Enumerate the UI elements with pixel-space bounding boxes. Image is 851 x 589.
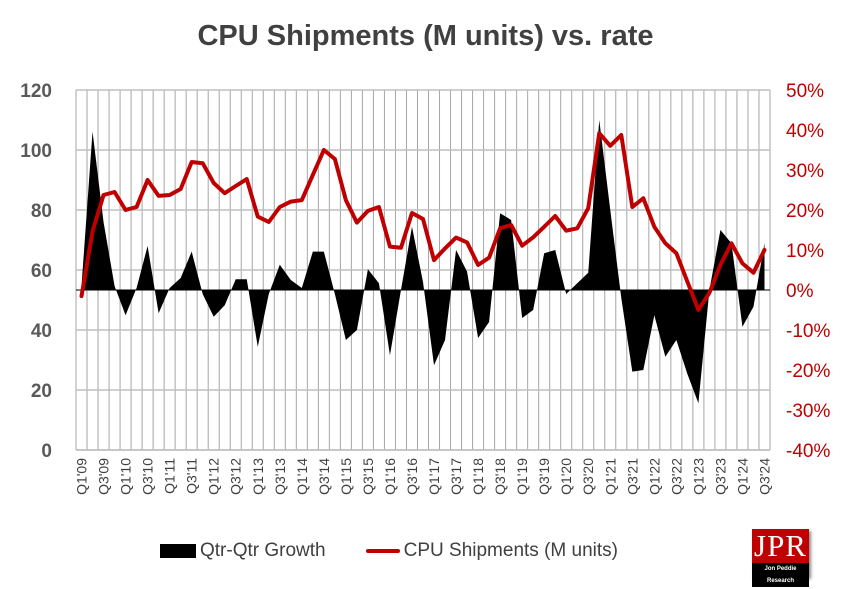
- y-right-tick-label: 10%: [786, 241, 824, 262]
- x-tick-label: Q1'24: [734, 458, 750, 495]
- x-tick-label: Q1'20: [558, 458, 574, 495]
- x-tick-label: Q3'21: [624, 458, 640, 495]
- y-right-tick-label: -10%: [786, 321, 830, 342]
- x-tick-label: Q3'24: [756, 458, 772, 495]
- x-tick-label: Q3'18: [492, 458, 508, 495]
- y-left-tick-label: 0: [41, 441, 52, 462]
- x-tick-label: Q1'18: [470, 458, 486, 495]
- x-tick-label: Q1'09: [74, 458, 90, 495]
- x-tick-label: Q1'16: [382, 458, 398, 495]
- y-right-tick-label: 50%: [786, 81, 824, 102]
- y-right-tick-label: -40%: [786, 441, 830, 462]
- x-tick-label: Q1'21: [602, 458, 618, 495]
- x-tick-label: Q1'23: [690, 458, 706, 495]
- y-left-tick-label: 40: [31, 321, 52, 342]
- y-right-tick-label: 30%: [786, 161, 824, 182]
- x-tick-label: Q1'22: [646, 458, 662, 495]
- x-tick-label: Q3'23: [712, 458, 728, 495]
- legend-label-growth: Qtr-Qtr Growth: [200, 540, 326, 561]
- y-left-tick-label: 100: [20, 141, 52, 162]
- logo-text: JPR: [754, 528, 807, 563]
- x-tick-label: Q3'12: [228, 458, 244, 495]
- x-tick-label: Q3'15: [360, 458, 376, 495]
- y-right-tick-label: 20%: [786, 201, 824, 222]
- legend-swatch-growth: [160, 544, 196, 558]
- x-tick-label: Q3'19: [536, 458, 552, 495]
- y-right-tick-label: -20%: [786, 361, 830, 382]
- x-tick-label: Q3'14: [316, 458, 332, 495]
- logo-subtext: Jon Peddie Research: [752, 563, 809, 587]
- y-left-tick-label: 60: [31, 261, 52, 282]
- y-left-tick-label: 120: [20, 81, 52, 102]
- y-right-tick-label: 40%: [786, 121, 824, 142]
- jpr-logo: JPR Jon Peddie Research: [752, 528, 809, 587]
- x-tick-label: Q3'09: [96, 458, 112, 495]
- x-tick-label: Q3'22: [668, 458, 684, 495]
- x-tick-label: Q1'10: [118, 458, 134, 495]
- y-right-tick-label: 0%: [786, 281, 814, 302]
- chart-title: CPU Shipments (M units) vs. rate: [197, 20, 654, 52]
- x-tick-label: Q3'20: [580, 458, 596, 495]
- legend-label-shipments: CPU Shipments (M units): [403, 540, 618, 561]
- x-tick-label: Q1'13: [250, 458, 266, 495]
- x-tick-label: Q1'11: [162, 458, 178, 494]
- x-tick-label: Q3'10: [140, 458, 156, 495]
- x-tick-label: Q1'17: [426, 458, 442, 495]
- legend-shipments[interactable]: CPU Shipments (M units): [365, 540, 618, 562]
- x-tick-label: Q3'17: [448, 458, 464, 495]
- x-tick-label: Q3'11: [184, 458, 200, 494]
- x-tick-label: Q1'14: [294, 458, 310, 495]
- legend-swatch-shipments: [365, 549, 400, 553]
- legend: Qtr-Qtr Growth CPU Shipments (M units): [160, 540, 658, 562]
- legend-growth[interactable]: Qtr-Qtr Growth: [160, 540, 326, 562]
- x-tick-label: Q3'16: [404, 458, 420, 495]
- x-tick-label: Q3'13: [272, 458, 288, 495]
- growth-area: [81, 120, 765, 404]
- y-left-tick-label: 20: [31, 381, 52, 402]
- y-right-tick-label: -30%: [786, 401, 830, 422]
- x-tick-label: Q1'12: [206, 458, 222, 495]
- x-tick-label: Q1'15: [338, 458, 354, 495]
- x-tick-label: Q1'19: [514, 458, 530, 495]
- y-left-tick-label: 80: [31, 201, 52, 222]
